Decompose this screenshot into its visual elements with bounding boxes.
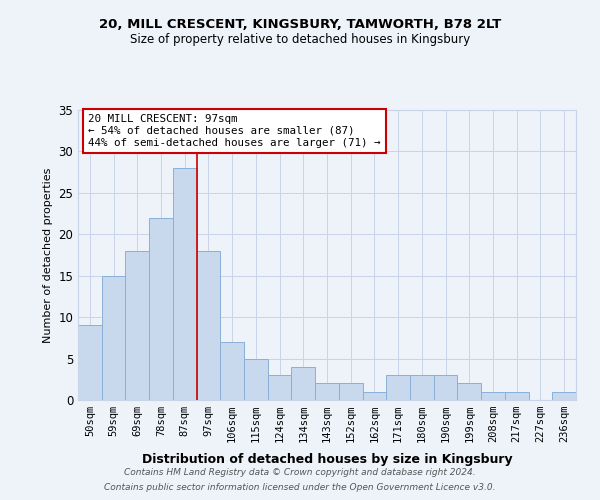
Bar <box>220 342 244 400</box>
Text: 20 MILL CRESCENT: 97sqm
← 54% of detached houses are smaller (87)
44% of semi-de: 20 MILL CRESCENT: 97sqm ← 54% of detache… <box>88 114 380 148</box>
Bar <box>434 375 457 400</box>
Text: Contains public sector information licensed under the Open Government Licence v3: Contains public sector information licen… <box>104 483 496 492</box>
Bar <box>552 392 576 400</box>
Bar <box>339 384 362 400</box>
Text: Size of property relative to detached houses in Kingsbury: Size of property relative to detached ho… <box>130 32 470 46</box>
Text: 20, MILL CRESCENT, KINGSBURY, TAMWORTH, B78 2LT: 20, MILL CRESCENT, KINGSBURY, TAMWORTH, … <box>99 18 501 30</box>
Bar <box>505 392 529 400</box>
Bar <box>102 276 125 400</box>
Bar <box>386 375 410 400</box>
Bar <box>292 367 315 400</box>
Bar <box>197 251 220 400</box>
Bar <box>315 384 339 400</box>
Bar <box>410 375 434 400</box>
Bar <box>457 384 481 400</box>
Bar <box>149 218 173 400</box>
X-axis label: Distribution of detached houses by size in Kingsbury: Distribution of detached houses by size … <box>142 454 512 466</box>
Bar <box>244 358 268 400</box>
Y-axis label: Number of detached properties: Number of detached properties <box>43 168 53 342</box>
Bar <box>362 392 386 400</box>
Bar <box>125 251 149 400</box>
Bar <box>481 392 505 400</box>
Bar <box>268 375 292 400</box>
Text: Contains HM Land Registry data © Crown copyright and database right 2024.: Contains HM Land Registry data © Crown c… <box>124 468 476 477</box>
Bar <box>78 326 102 400</box>
Bar <box>173 168 197 400</box>
